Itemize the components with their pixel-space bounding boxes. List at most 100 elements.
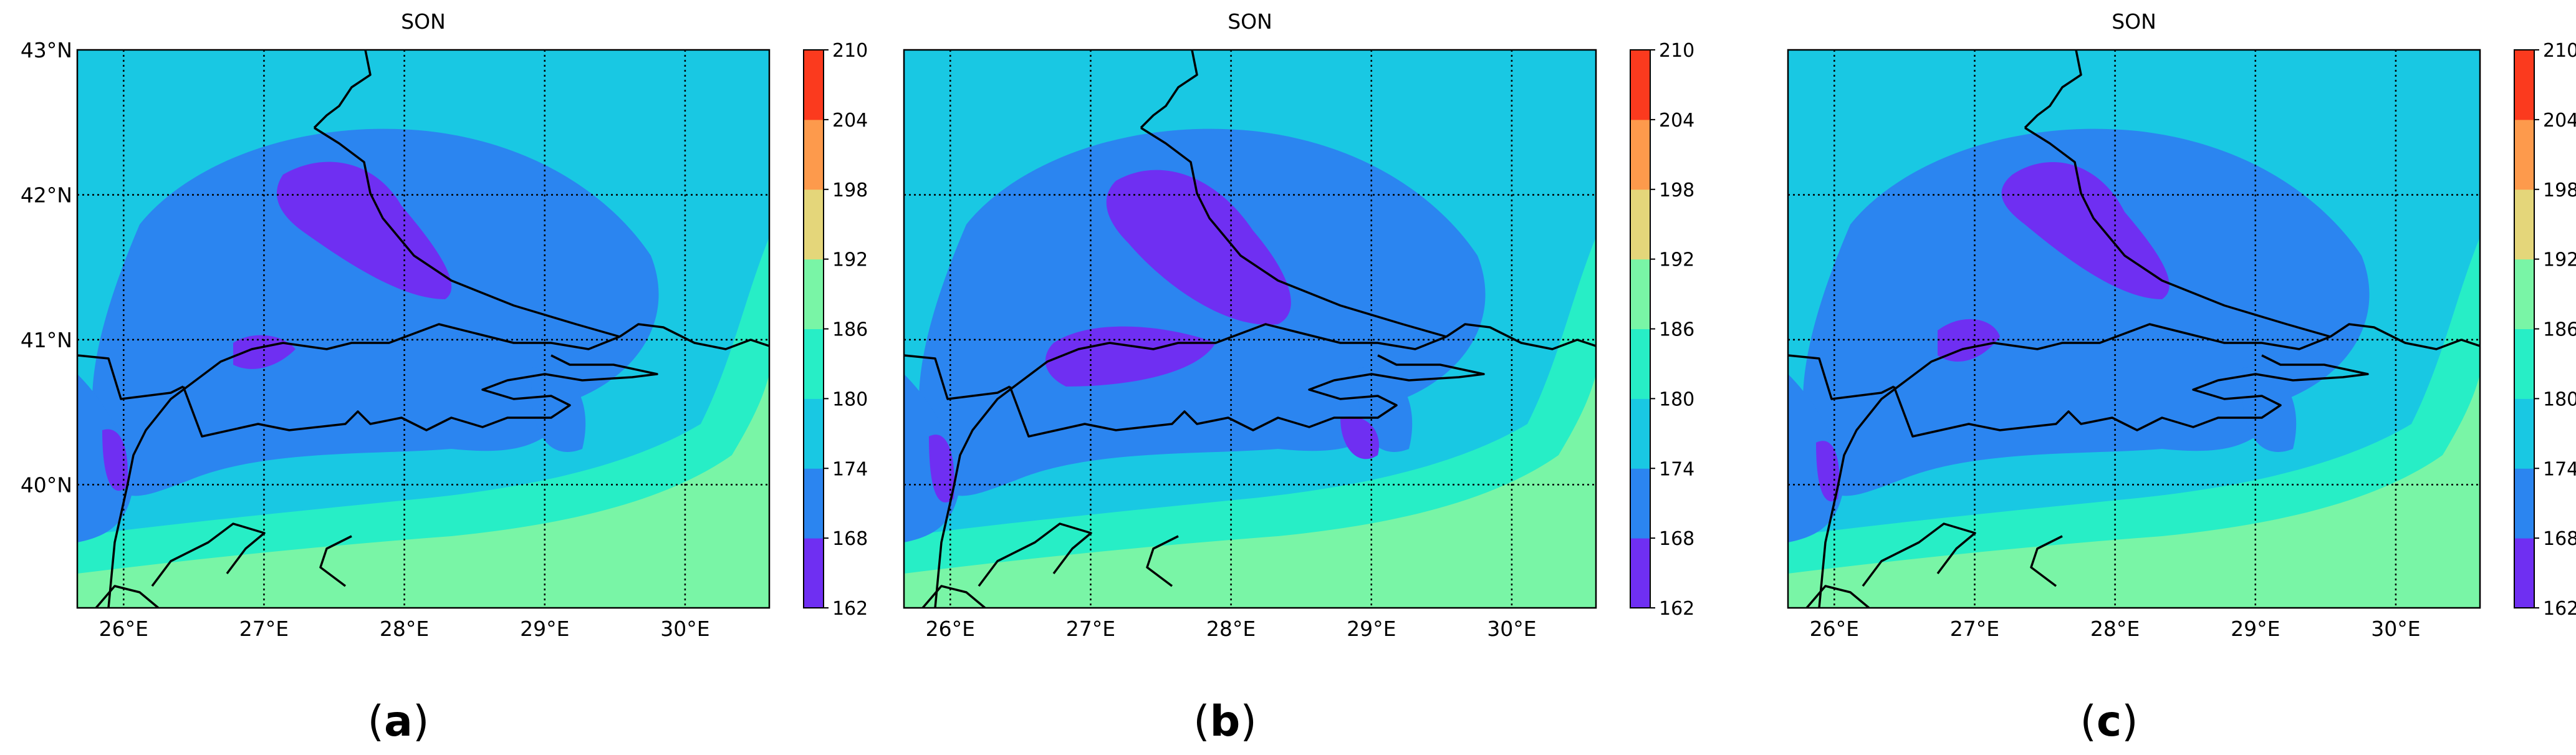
lon-tick-label: 30°E <box>660 617 709 641</box>
colorbar-segment <box>2514 398 2534 469</box>
colorbar: 210 204 198 192 186 180 174 168 162 <box>1630 40 1694 620</box>
map-plot-area <box>1787 49 2481 609</box>
caption-letter: c <box>2097 697 2122 746</box>
lon-tick-label: 26°E <box>1810 617 1859 641</box>
coastline <box>1788 354 1895 400</box>
panel-caption: (b) <box>1193 697 1257 746</box>
colorbar-segment <box>2514 189 2534 260</box>
caption-letter: b <box>1210 697 1241 746</box>
colorbar-tick-label: 168 <box>832 528 868 550</box>
panel-caption: (a) <box>368 697 430 746</box>
contour-fill-min <box>1816 441 1840 502</box>
coastline <box>619 323 769 350</box>
colorbar-tick-label: 204 <box>1659 110 1694 132</box>
map-panel-c: SON 26°E 27°E 28°E 29°E 30°E 210 204 198 192 186 18… <box>1787 9 2576 746</box>
colorbar-tick-label: 180 <box>2543 388 2576 410</box>
coastline <box>313 50 372 129</box>
coastline <box>1893 354 2369 438</box>
colorbar-tick-label: 174 <box>1659 458 1694 480</box>
map-frame <box>76 49 771 609</box>
colorbar-tick-label: 198 <box>2543 180 2576 201</box>
coastline <box>2330 323 2480 350</box>
colorbar-segment <box>1630 468 1650 539</box>
colorbar-tick-label: 192 <box>832 249 868 271</box>
coastline <box>1818 323 2331 608</box>
colorbar-tick-label: 168 <box>2543 528 2576 550</box>
colorbar-tick-label: 204 <box>832 110 868 132</box>
colorbar-tick-label: 174 <box>832 458 868 480</box>
colorbar-tick-label: 210 <box>832 40 868 62</box>
colorbar-segment <box>2514 259 2534 329</box>
contour-fill <box>1788 374 2480 608</box>
lat-tick-label: 40°N <box>21 473 72 497</box>
contour-fill-min <box>102 429 128 491</box>
colorbar-tick-label: 186 <box>832 319 868 341</box>
map-frame <box>903 49 1597 609</box>
colorbar-tick-label: 168 <box>1659 528 1694 550</box>
panel-title: SON <box>1228 9 1272 34</box>
lon-tick-label: 28°E <box>2090 617 2140 641</box>
coastline <box>319 535 352 587</box>
lon-tick-label: 28°E <box>1206 617 1256 641</box>
colorbar-segment <box>1630 538 1650 608</box>
colorbar-tick-label: 192 <box>2543 249 2576 271</box>
colorbar-segment <box>804 259 824 329</box>
contour-fill-min <box>1340 416 1379 459</box>
map-plot-area <box>76 49 771 609</box>
lon-tick-label: 28°E <box>380 617 429 641</box>
coastline <box>182 354 658 438</box>
colorbar-segment <box>2514 50 2534 120</box>
colorbar-tick-label: 186 <box>1659 319 1694 341</box>
colorbar-tick-label: 204 <box>2543 110 2576 132</box>
colorbar-tick-label: 198 <box>832 180 868 201</box>
colorbar-segment <box>2514 468 2534 539</box>
colorbar-segment <box>2514 119 2534 190</box>
contour-fill-min <box>1045 326 1216 387</box>
contour-fill <box>1802 128 2370 496</box>
colorbar-tick-label: 210 <box>2543 40 2576 62</box>
lon-tick-label: 27°E <box>1950 617 1999 641</box>
lon-tick-label: 29°E <box>2231 617 2280 641</box>
colorbar-segment <box>1630 119 1650 190</box>
colorbar-segment <box>804 189 824 260</box>
contour-fill-min <box>1106 170 1291 325</box>
colorbar-segment <box>804 119 824 190</box>
colorbar-tick-label: 180 <box>1659 388 1694 410</box>
lon-tick-label: 27°E <box>239 617 289 641</box>
lon-tick-label: 29°E <box>1347 617 1396 641</box>
coastline <box>151 522 266 587</box>
colorbar-tick-label: 162 <box>1659 598 1694 620</box>
lat-tick-label: 43°N <box>21 38 72 62</box>
contour-fill-min <box>929 435 954 503</box>
lat-tick-label: 42°N <box>21 183 72 207</box>
colorbar-segment <box>1630 189 1650 260</box>
coastline <box>1140 127 1447 338</box>
panel-title: SON <box>401 9 446 34</box>
coastline <box>1146 535 1179 587</box>
colorbar: 210 204 198 192 186 180 174 168 162 <box>803 40 868 620</box>
colorbar-segment <box>804 50 824 120</box>
coastline <box>904 354 1011 400</box>
map-frame <box>1787 49 2481 609</box>
caption-letter: a <box>384 697 413 746</box>
contour-fill-min <box>2001 162 2170 299</box>
coastline <box>314 127 620 338</box>
colorbar-tick-label: 174 <box>2543 458 2576 480</box>
colorbar-tick-label: 198 <box>1659 180 1694 201</box>
contour-fill-min <box>277 161 452 299</box>
contour-fill <box>918 128 1486 496</box>
colorbar-tick-label: 186 <box>2543 319 2576 341</box>
colorbar-segment <box>1630 50 1650 120</box>
coastline <box>95 585 160 608</box>
coastline <box>978 522 1092 587</box>
coastline <box>107 323 620 608</box>
colorbar: 210 204 198 192 186 180 174 168 162 <box>2514 40 2576 620</box>
colorbar-segment <box>1630 329 1650 399</box>
colorbar-segment <box>2514 329 2534 399</box>
colorbar-tick-label: 192 <box>1659 249 1694 271</box>
coastline <box>921 585 986 608</box>
colorbar-tick-label: 162 <box>832 598 868 620</box>
panel-caption: (c) <box>2080 697 2138 746</box>
colorbar-tick-label: 180 <box>832 388 868 410</box>
